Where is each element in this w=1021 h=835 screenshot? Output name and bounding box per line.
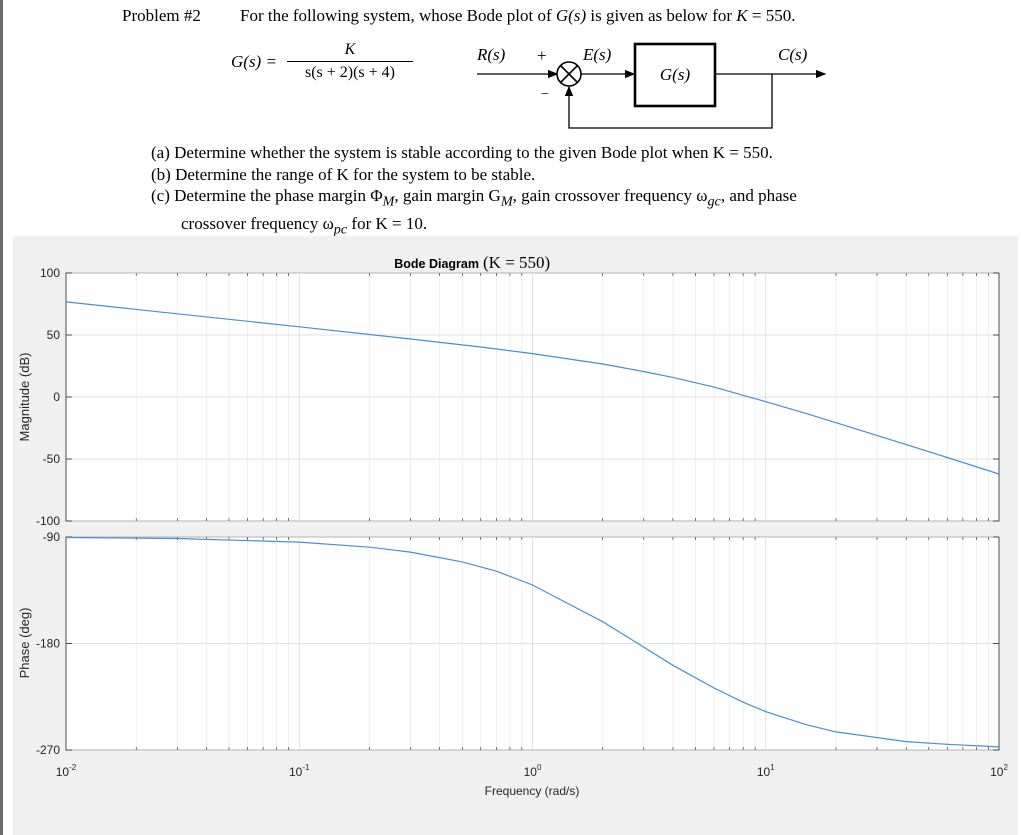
bode-title-math: (K = 550) <box>483 253 550 272</box>
y-tick-label: -50 <box>43 452 61 466</box>
phase-series-line <box>65 536 1000 748</box>
left-border <box>0 0 3 835</box>
feedback-path <box>564 74 773 129</box>
block-diagram: R(s) + − E(s) G(s) C(s) <box>476 42 827 129</box>
problem-statement: For the following system, whose Bode plo… <box>240 6 795 26</box>
question-c-continued: crossover frequency ωpc for K = 10. <box>151 213 797 241</box>
transfer-function-fraction: K s(s + 2)(s + 4) <box>287 40 413 82</box>
question-text: , and phase <box>720 186 797 205</box>
bode-title-prefix: Bode Diagram <box>394 257 479 271</box>
x-tick-label: 101 <box>757 763 775 779</box>
questions: (a) Determine whether the system is stab… <box>151 142 797 241</box>
subscript: M <box>382 193 395 210</box>
bode-diagram: Bode Diagram (K = 550) -100 -50 0 50 100 Mag… <box>17 253 1009 798</box>
tf-numerator: K <box>344 41 356 58</box>
y-tick-label: -270 <box>36 743 60 757</box>
y-tick-label: -100 <box>36 514 60 528</box>
magnitude-y-ticks: -100 -50 0 50 100 <box>36 266 999 528</box>
y-tick-label: -180 <box>36 637 60 651</box>
x-tick-label: 102 <box>990 763 1008 779</box>
output-label: C(s) <box>778 45 808 64</box>
y-tick-label: 100 <box>40 266 60 280</box>
question-text: Determine the phase margin Φ <box>174 186 383 205</box>
phase-y-ticks: -270 -180 -90 <box>36 530 999 757</box>
statement-mid: is given as below for <box>586 6 737 25</box>
question-text: Determine whether the system is stable a… <box>174 143 773 162</box>
phase-grid <box>66 536 999 751</box>
statement-func: G(s) <box>555 6 587 25</box>
x-tick-label: 10-1 <box>289 763 310 779</box>
frequency-xlabel: Frequency (rad/s) <box>485 784 580 798</box>
plant-block-label: G(s) <box>660 65 691 84</box>
question-label: (a) <box>151 143 170 162</box>
transfer-function-lhs: G(s) = <box>231 52 277 71</box>
plant-block <box>633 42 717 108</box>
plus-sign: + <box>537 46 547 65</box>
subscript: M <box>500 193 513 210</box>
subscript: pc <box>333 221 348 238</box>
y-tick-label: 0 <box>53 390 60 404</box>
question-a: (a) Determine whether the system is stab… <box>151 142 797 164</box>
statement-prefix: For the following system, whose Bode plo… <box>240 6 556 25</box>
magnitude-series-line <box>65 301 1000 475</box>
magnitude-axes: -100 -50 0 50 100 <box>36 266 1000 528</box>
question-text: Determine the range of K for the system … <box>175 164 536 184</box>
phase-axes: -270 -180 -90 <box>36 530 1000 757</box>
subscript: gc <box>707 193 721 210</box>
question-c: (c) Determine the phase margin ΦM, gain … <box>151 185 797 213</box>
question-text: for K = 10. <box>347 213 428 233</box>
x-tick-label: 10-2 <box>56 763 77 779</box>
question-text: , gain margin G <box>394 186 501 205</box>
y-tick-label: -90 <box>43 530 61 544</box>
fraction-bar <box>287 61 413 62</box>
question-label: (c) <box>151 186 170 205</box>
summing-junction <box>556 61 582 87</box>
y-tick-label: 50 <box>47 328 61 342</box>
statement-var: K <box>736 6 748 25</box>
magnitude-ylabel: Magnitude (dB) <box>17 353 32 442</box>
tf-denominator: s(s + 2)(s + 4) <box>304 64 396 81</box>
frequency-x-ticks: 10-2 10-1 100 101 102 <box>56 763 1009 779</box>
statement-suffix: = 550. <box>747 6 796 25</box>
problem-label: Problem #2 <box>122 6 201 25</box>
question-text: crossover frequency ω <box>181 213 334 233</box>
magnitude-grid <box>66 272 999 522</box>
question-label: (b) <box>151 164 171 184</box>
error-label: E(s) <box>582 45 612 64</box>
minus-sign: − <box>541 87 549 102</box>
x-tick-label: 100 <box>524 763 542 779</box>
question-text: , gain crossover frequency ω <box>512 186 708 205</box>
input-label: R(s) <box>476 45 506 64</box>
phase-ylabel: Phase (deg) <box>17 608 32 679</box>
question-b: (b) Determine the range of K for the sys… <box>151 164 797 186</box>
